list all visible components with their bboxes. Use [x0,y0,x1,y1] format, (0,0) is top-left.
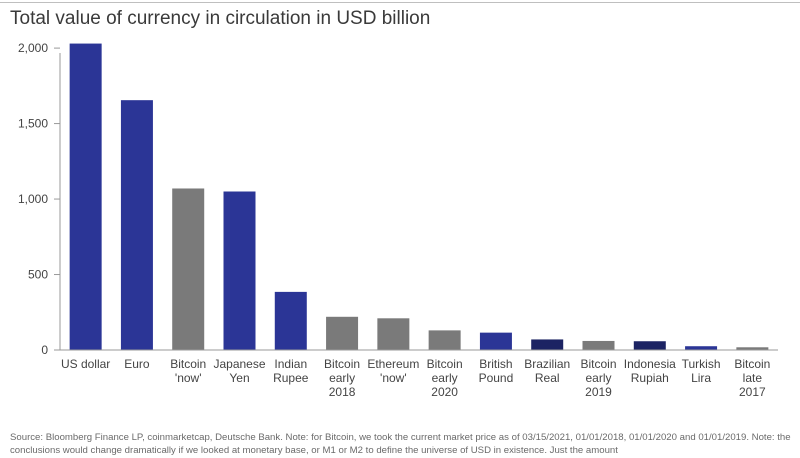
bar [223,191,256,350]
x-axis: US dollar Euro Bitcoin'now'Japanese Yen Indi… [60,349,778,399]
bar [531,339,564,350]
bar [377,318,410,350]
bar [479,332,512,350]
x-tick-label: Bitcoin'now' [170,357,206,385]
y-axis: 0 500 1,000 1,500 2,000 [18,41,61,357]
bar [428,330,461,350]
bar [736,347,769,350]
bars [69,43,769,351]
top-rule [0,2,800,3]
bar [685,346,718,350]
x-tick-label: Ethereum'now' [367,357,419,385]
bar [69,43,102,351]
x-tick-label: Indian Rupee [273,357,309,385]
x-tick-label: Bitcoin late 2017 [734,357,770,399]
y-tick-label: 500 [28,268,48,282]
x-tick-label: US dollar [61,357,110,371]
x-tick-label: Indonesia Rupiah [624,357,676,385]
y-tick-label: 2,000 [18,41,48,55]
x-tick-label: Brazilian Real [524,357,570,385]
x-tick-label: British Pound [479,357,514,385]
y-tick-label: 0 [41,343,48,357]
x-tick-label: Japanese Yen [213,357,265,385]
bar [274,291,307,350]
bar [326,316,359,350]
bar [633,341,666,350]
bar-chart: 0 500 1,000 1,500 2,000 US dollar Euro Bitcoin… [18,41,778,399]
x-tick-label: Euro [124,357,150,371]
x-tick-label: Bitcoin early 2018 [324,357,360,399]
bar [582,340,615,350]
bar [120,100,153,350]
y-tick-label: 1,000 [18,192,48,206]
x-tick-label: Bitcoin early 2020 [427,357,463,399]
x-tick-label: Bitcoin early 2019 [580,357,616,399]
bar [172,188,205,350]
source-note: Source: Bloomberg Finance LP, coinmarket… [10,432,791,456]
y-tick-label: 1,500 [18,117,48,131]
chart-title: Total value of currency in circulation i… [10,8,431,29]
x-tick-label: Turkish Lira [682,357,721,385]
